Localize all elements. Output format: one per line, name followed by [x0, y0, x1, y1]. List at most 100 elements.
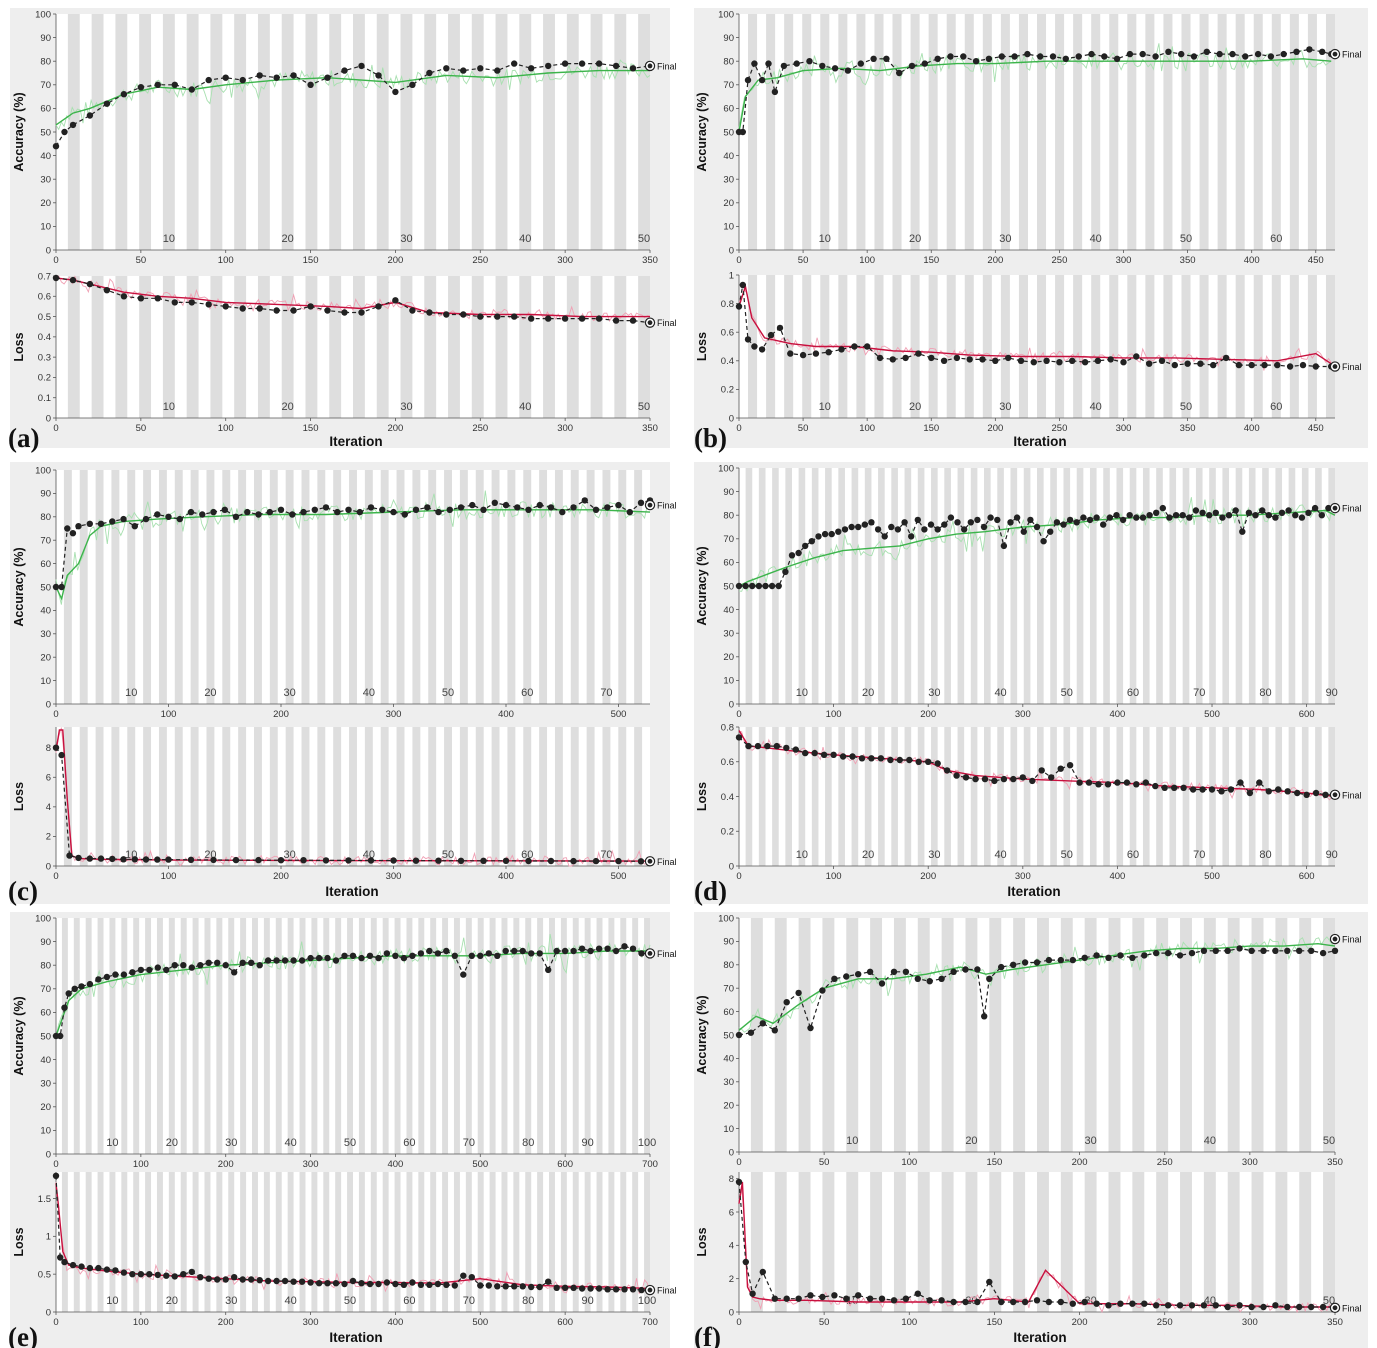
loss-final-label: Final	[657, 857, 677, 867]
epoch-band	[156, 1172, 163, 1312]
validation-point	[435, 508, 442, 516]
epoch-label: 80	[1259, 849, 1271, 861]
validation-point	[468, 1274, 475, 1281]
validation-point	[379, 506, 386, 513]
validation-point	[1133, 781, 1140, 788]
x-tick-label: 100	[218, 423, 234, 434]
y-tick-label: 0	[729, 861, 734, 872]
validation-point	[751, 343, 758, 350]
epoch-band	[1251, 918, 1264, 1152]
validation-point	[519, 1283, 526, 1290]
validation-point	[307, 954, 314, 962]
epoch-band	[1156, 1172, 1169, 1312]
epoch-band	[1209, 468, 1216, 704]
validation-point	[1218, 788, 1225, 795]
validation-point	[1293, 48, 1300, 55]
y-tick-label: 4	[46, 802, 51, 813]
loss-final-marker-dot	[647, 1287, 653, 1293]
x-tick-label: 0	[53, 871, 58, 882]
epoch-band	[133, 918, 140, 1154]
validation-point	[1274, 361, 1281, 369]
epoch-band	[525, 918, 532, 1154]
validation-point	[511, 947, 518, 955]
x-tick-label: 200	[1072, 1157, 1088, 1168]
epoch-band	[158, 470, 167, 704]
validation-point	[341, 1280, 348, 1288]
validation-point	[1312, 363, 1320, 370]
validation-point	[1212, 509, 1220, 516]
validation-point	[345, 506, 352, 513]
validation-point	[553, 947, 560, 955]
accuracy-training-raw-line	[738, 497, 1336, 592]
epoch-band	[846, 918, 859, 1152]
validation-point	[972, 58, 980, 65]
epoch-band	[254, 727, 262, 866]
epoch-band	[95, 727, 104, 866]
epoch-band	[311, 918, 318, 1154]
epoch-band	[121, 1172, 128, 1312]
x-tick-label: 250	[1157, 1317, 1173, 1328]
validation-point	[821, 530, 829, 538]
validation-point	[802, 542, 809, 550]
epoch-band	[1182, 727, 1190, 866]
validation-point	[839, 753, 847, 760]
validation-point	[793, 60, 800, 67]
epoch-band	[1010, 727, 1018, 866]
epoch-band	[1307, 275, 1317, 418]
x-tick-label: 300	[1242, 1157, 1258, 1168]
validation-point	[1306, 46, 1313, 53]
validation-point	[792, 746, 799, 753]
validation-point	[1048, 774, 1055, 781]
loss-final-marker-dot	[1332, 792, 1338, 798]
validation-point	[1219, 514, 1226, 521]
validation-point	[231, 1274, 238, 1281]
validation-point	[780, 62, 788, 70]
epoch-band	[964, 275, 974, 418]
validation-point	[1033, 523, 1041, 531]
validation-point	[830, 751, 837, 758]
validation-point	[1166, 514, 1173, 521]
validation-point	[1212, 947, 1220, 954]
epoch-band	[1253, 275, 1263, 418]
validation-point	[277, 857, 285, 864]
epoch-band	[539, 727, 548, 866]
epoch-band	[570, 727, 579, 866]
loss-final-marker-dot	[1332, 1305, 1338, 1311]
validation-point	[1224, 947, 1231, 954]
validation-point	[417, 1281, 425, 1289]
validation-point	[927, 521, 935, 528]
epoch-band	[1116, 468, 1124, 704]
epoch-band	[1169, 727, 1177, 866]
validation-point	[61, 128, 68, 136]
validation-point	[759, 1268, 766, 1276]
y-tick-label: 90	[723, 487, 734, 498]
validation-point	[831, 975, 838, 982]
validation-point	[367, 857, 375, 864]
validation-point	[1133, 514, 1140, 521]
epoch-band	[537, 1172, 544, 1312]
epoch-band	[287, 918, 294, 1154]
epoch-band	[190, 727, 199, 866]
epoch-band	[394, 918, 401, 1154]
loss-final-label: Final	[657, 1286, 677, 1296]
validation-point	[735, 1031, 743, 1039]
epoch-band	[67, 14, 80, 250]
epoch-band	[91, 14, 104, 250]
validation-point	[578, 60, 586, 67]
validation-point	[773, 742, 780, 750]
y-tick-label: 20	[723, 1101, 734, 1112]
epoch-band	[1163, 275, 1173, 418]
validation-point	[595, 1285, 603, 1292]
epoch-band	[301, 727, 310, 866]
epoch-label: 50	[1180, 401, 1192, 413]
validation-point	[838, 346, 845, 353]
validation-point	[742, 1258, 749, 1266]
epoch-band	[394, 1172, 401, 1312]
validation-point	[443, 1281, 450, 1289]
x-tick-label: 400	[498, 871, 514, 882]
y-tick-label: 90	[40, 489, 51, 500]
validation-point	[66, 852, 73, 859]
validation-point	[171, 81, 178, 89]
epoch-band	[1050, 468, 1057, 704]
validation-point	[962, 774, 970, 781]
